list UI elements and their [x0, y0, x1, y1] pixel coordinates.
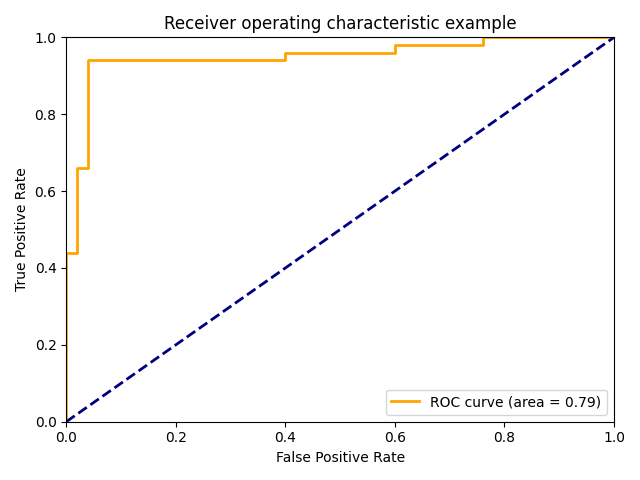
ROC curve (area = 0.79) — [74, 250, 81, 255]
ROC curve (area = 0.79) — [391, 50, 399, 56]
ROC curve (area = 0.79) — [84, 58, 92, 63]
ROC curve (area = 0.79) — [479, 35, 486, 40]
ROC curve (area = 0.79) — [74, 165, 81, 171]
Y-axis label: True Positive Rate: True Positive Rate — [15, 168, 29, 291]
ROC curve (area = 0.79) — [282, 50, 289, 56]
Title: Receiver operating characteristic example: Receiver operating characteristic exampl… — [164, 15, 516, 33]
ROC curve (area = 0.79) — [63, 419, 70, 425]
X-axis label: False Positive Rate: False Positive Rate — [276, 451, 404, 465]
ROC curve (area = 0.79) — [63, 250, 70, 255]
Line: ROC curve (area = 0.79): ROC curve (area = 0.79) — [67, 37, 614, 422]
ROC curve (area = 0.79) — [282, 58, 289, 63]
ROC curve (area = 0.79) — [84, 165, 92, 171]
Legend: ROC curve (area = 0.79): ROC curve (area = 0.79) — [386, 390, 607, 415]
ROC curve (area = 0.79) — [479, 42, 486, 48]
ROC curve (area = 0.79) — [610, 35, 618, 40]
ROC curve (area = 0.79) — [391, 42, 399, 48]
ROC curve (area = 0.79) — [63, 411, 70, 417]
